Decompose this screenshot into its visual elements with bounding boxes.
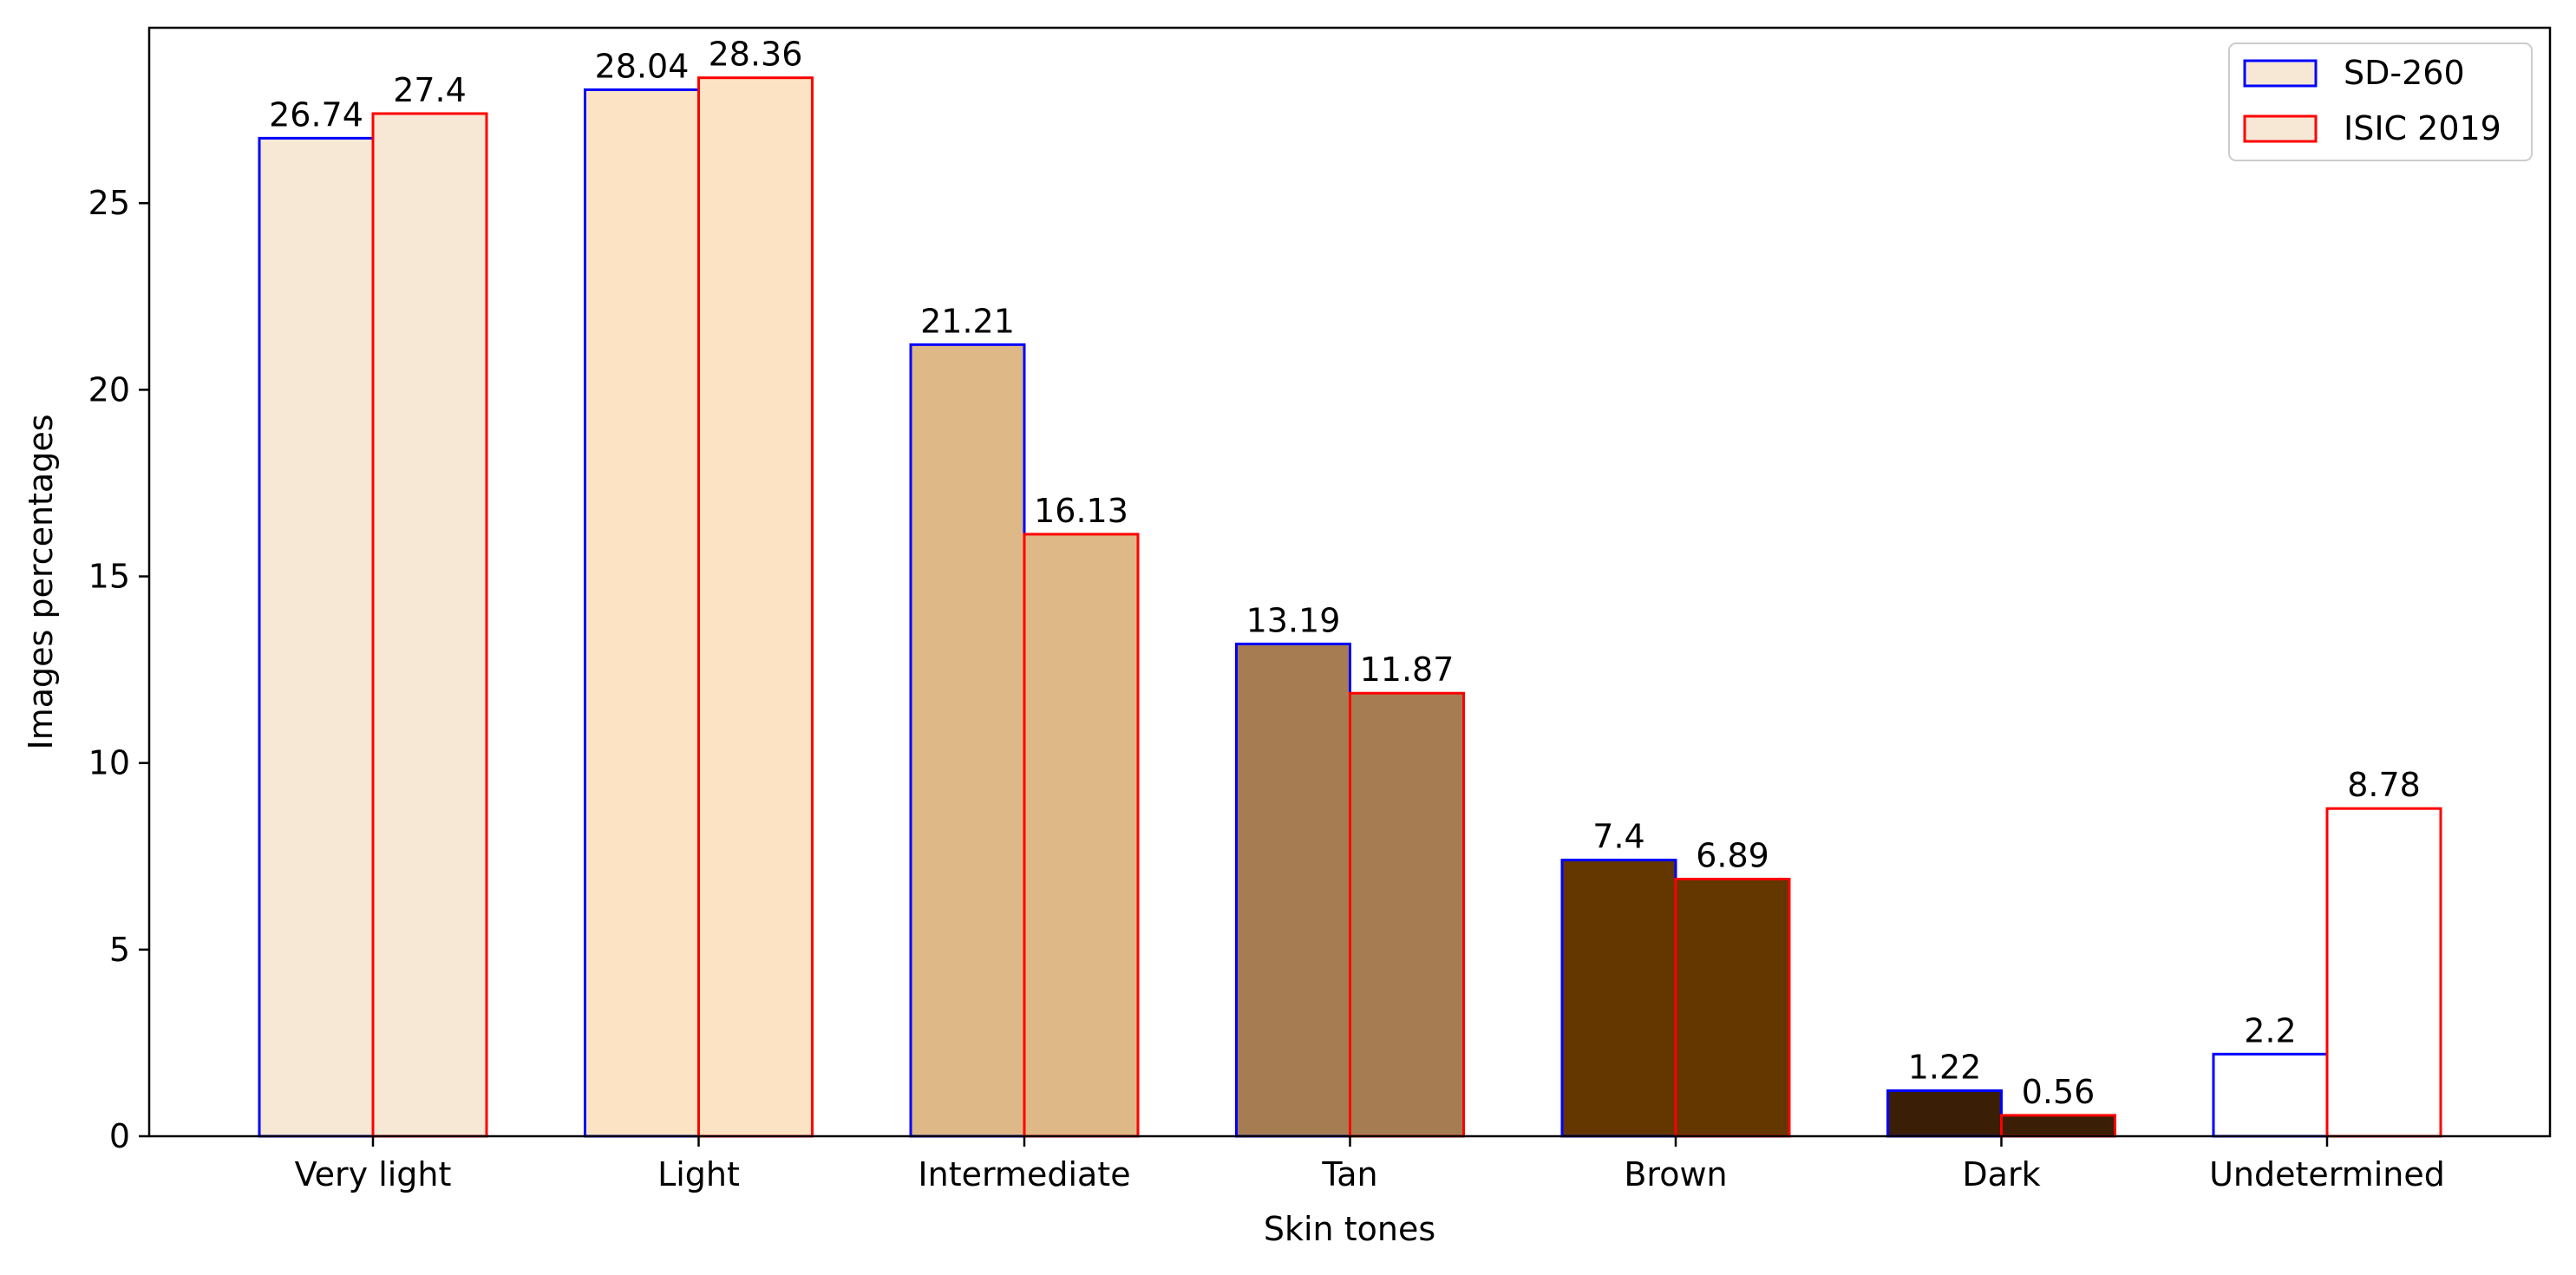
y-tick-label: 25 <box>88 184 130 222</box>
bar-isic2019-very-light <box>371 112 488 1138</box>
y-tick-label: 5 <box>109 931 130 969</box>
data-label: 16.13 <box>1034 492 1128 530</box>
data-label: 28.04 <box>595 47 690 85</box>
bar-sd260-undetermined <box>2212 1052 2329 1138</box>
data-label: 1.22 <box>1908 1049 1982 1087</box>
bar-isic2019-tan <box>1349 691 1465 1138</box>
x-tick-label: Undetermined <box>2209 1155 2445 1193</box>
data-label: 27.4 <box>393 71 467 109</box>
legend-swatch <box>2243 114 2318 143</box>
bar-sd260-light <box>584 88 700 1138</box>
legend-label: ISIC 2019 <box>2344 109 2501 147</box>
data-label: 13.19 <box>1246 601 1341 639</box>
x-tick-label: Light <box>657 1155 740 1193</box>
data-label: 0.56 <box>2022 1073 2095 1111</box>
bar-isic2019-intermediate <box>1023 533 1140 1138</box>
bar-isic2019-dark <box>2000 1114 2116 1138</box>
legend-label: SD-260 <box>2344 54 2465 92</box>
bar-isic2019-brown <box>1674 878 1791 1138</box>
data-labels-layer: 26.74 28.04 21.21 13.19 7.4 1.22 2.2 27.4 28.36 1… <box>269 36 2421 1111</box>
bar-sd260-dark <box>1886 1089 2003 1138</box>
x-tick-label: Dark <box>1962 1155 2040 1193</box>
bar-isic2019-light <box>697 76 814 1138</box>
x-tick-label: Tan <box>1321 1155 1377 1193</box>
y-tick-label: 15 <box>88 558 130 596</box>
data-label: 6.89 <box>1696 837 1769 875</box>
x-axis-label: Skin tones <box>1264 1210 1435 1248</box>
bars-layer <box>258 76 2442 1138</box>
x-axis-ticks: Very light Light Intermediate Tan Brown Dark U… <box>295 1136 2445 1193</box>
legend-swatch <box>2243 59 2318 88</box>
bar-sd260-very-light <box>258 136 375 1138</box>
legend: SD-260 ISIC 2019 <box>2228 42 2533 161</box>
data-label: 7.4 <box>1592 818 1644 856</box>
bar-sd260-tan <box>1235 642 1351 1138</box>
y-tick-label: 10 <box>88 744 130 782</box>
x-tick-label: Intermediate <box>918 1155 1130 1193</box>
y-axis-label: Images percentages <box>22 414 60 749</box>
y-tick-label: 20 <box>88 370 130 409</box>
bar-isic2019-undetermined <box>2325 807 2442 1138</box>
x-tick-label: Brown <box>1624 1155 1727 1193</box>
data-label: 8.78 <box>2347 766 2421 804</box>
data-label: 21.21 <box>920 302 1015 340</box>
bar-sd260-intermediate <box>909 343 1026 1138</box>
data-label: 11.87 <box>1360 651 1455 689</box>
x-tick-label: Very light <box>295 1155 452 1193</box>
y-axis-ticks: 0 5 10 15 20 25 <box>88 184 149 1155</box>
data-label: 2.2 <box>2244 1011 2296 1049</box>
y-tick-label: 0 <box>109 1117 130 1155</box>
bar-sd260-brown <box>1560 859 1677 1138</box>
data-label: 26.74 <box>269 95 363 134</box>
data-label: 28.36 <box>709 36 803 74</box>
